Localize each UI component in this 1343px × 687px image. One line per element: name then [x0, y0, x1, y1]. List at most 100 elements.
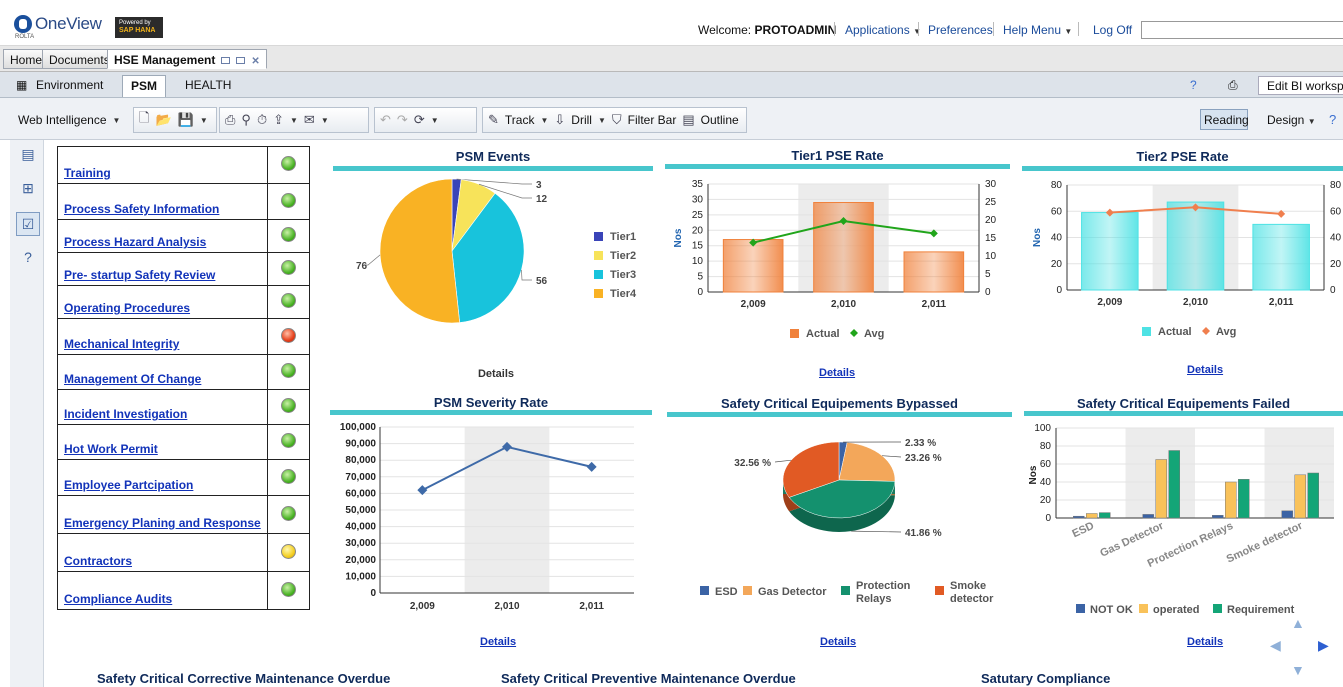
web-intelligence-menu[interactable]: Web Intelligence ▼	[12, 107, 130, 133]
element-link[interactable]: Pre- startup Safety Review	[64, 268, 216, 282]
drill-button[interactable]: Drill	[571, 113, 592, 127]
legend-label: Actual	[806, 328, 840, 340]
app-name: OneView	[35, 14, 102, 33]
legend-swatch	[594, 251, 603, 260]
tab-environment[interactable]: Environment	[28, 75, 111, 97]
details-link[interactable]: Details	[1187, 364, 1224, 376]
tab-health[interactable]: HEALTH	[177, 75, 239, 97]
nav-down-icon[interactable]: ▼	[1291, 662, 1305, 678]
bar	[1307, 472, 1319, 519]
bypassed-title: Safety Critical Equipements Bypassed	[721, 396, 958, 411]
outline-icon[interactable]: ▤	[682, 112, 695, 127]
nav-right-icon[interactable]: ▶	[1318, 637, 1329, 653]
help-icon[interactable]: ?	[1190, 78, 1197, 92]
element-row: Employee Partcipation	[57, 459, 310, 496]
chevron-down-icon[interactable]: ▼	[320, 115, 329, 125]
outline-button[interactable]: Outline	[700, 113, 739, 127]
element-link[interactable]: Hot Work Permit	[64, 442, 158, 456]
log-off-link[interactable]: Log Off	[1093, 23, 1133, 37]
pin-icon[interactable]	[221, 57, 231, 65]
help-icon[interactable]: ?	[1329, 112, 1337, 127]
tab-psm[interactable]: PSM	[122, 75, 167, 97]
element-link[interactable]: Training	[64, 166, 111, 180]
leader-line	[882, 455, 902, 458]
find-icon[interactable]: ⚲	[241, 112, 251, 127]
element-name-cell: Contractors	[57, 533, 268, 572]
tab-hse-management[interactable]: HSE Management ✕	[107, 49, 267, 69]
element-link[interactable]: Incident Investigation	[64, 407, 188, 421]
reading-label: Reading	[1204, 113, 1249, 127]
element-row: Incident Investigation	[57, 389, 310, 425]
close-icon[interactable]: ✕	[251, 56, 260, 67]
new-document-icon[interactable]: 🗋	[139, 110, 150, 125]
leader-line	[456, 178, 532, 185]
chevron-down-icon[interactable]: ▼	[199, 115, 208, 125]
element-link[interactable]: Compliance Audits	[64, 592, 173, 606]
mail-icon[interactable]: ✉	[303, 112, 315, 127]
bar	[1168, 450, 1180, 519]
track-button[interactable]: Track	[504, 113, 535, 127]
applications-menu[interactable]: Applications ▼	[845, 23, 921, 37]
element-row: Mechanical Integrity	[57, 318, 310, 355]
chevron-down-icon[interactable]: ▼	[430, 115, 439, 125]
details-link[interactable]: Details	[820, 636, 857, 648]
redo-icon[interactable]: ↷	[396, 112, 408, 127]
y-tick-label: 60	[1040, 459, 1052, 470]
y-tick-label: 0	[1056, 285, 1062, 296]
track-icon[interactable]: ✎	[488, 112, 499, 127]
details-link[interactable]: Details	[480, 636, 517, 648]
export-icon[interactable]: ⇪	[273, 112, 284, 127]
element-row: Contractors	[57, 533, 310, 572]
history-icon[interactable]: ⏱	[256, 112, 268, 127]
element-name-cell: Management Of Change	[57, 354, 268, 390]
reading-mode-button[interactable]: Reading	[1200, 109, 1249, 130]
search-input[interactable]	[1141, 21, 1343, 39]
detach-icon[interactable]	[236, 57, 246, 65]
element-name-cell: Mechanical Integrity	[57, 318, 268, 355]
filter-bar-button[interactable]: Filter Bar	[627, 113, 677, 127]
input-controls-icon[interactable]: ☑	[16, 212, 40, 236]
y-tick-label: 40	[1051, 233, 1063, 244]
open-folder-icon[interactable]: 📂	[155, 112, 172, 127]
edit-bi-workspace-button[interactable]: Edit BI workspace	[1258, 76, 1343, 95]
chevron-down-icon[interactable]: ▼	[289, 115, 298, 125]
undo-icon[interactable]: ↶	[380, 112, 391, 127]
element-link[interactable]: Operating Procedures	[64, 301, 191, 315]
left-panel: ▤ ⊞ ☑ ?	[10, 140, 44, 687]
print-icon[interactable]: ⎙	[225, 112, 236, 127]
tab-home[interactable]: Home	[3, 49, 50, 69]
element-link[interactable]: Process Hazard Analysis	[64, 235, 207, 249]
element-link[interactable]: Management Of Change	[64, 372, 202, 386]
chevron-down-icon[interactable]: ▼	[597, 115, 606, 125]
details-link[interactable]: Details	[1187, 636, 1224, 648]
element-status-cell	[267, 285, 310, 319]
chevron-down-icon[interactable]: ▼	[540, 115, 549, 125]
drill-icon[interactable]: ⇩	[554, 112, 566, 127]
printer-icon[interactable]: ⎙	[1228, 78, 1238, 92]
nav-left-icon[interactable]: ◀	[1270, 637, 1281, 653]
element-link[interactable]: Employee Partcipation	[64, 478, 194, 492]
element-link[interactable]: Process Safety Information	[64, 202, 220, 216]
refresh-icon[interactable]: ⟳	[413, 112, 425, 127]
legend-swatch	[935, 586, 944, 595]
preferences-link[interactable]: Preferences	[928, 23, 993, 37]
nav-up-icon[interactable]: ▲	[1291, 615, 1305, 631]
document-structure-icon[interactable]: ▤	[21, 145, 35, 162]
help-menu[interactable]: Help Menu ▼	[1003, 23, 1072, 37]
y-tick-label: 20	[692, 225, 704, 236]
element-link[interactable]: Contractors	[64, 554, 133, 568]
psm-events-chart: 3 12 56 76 Tier1 Tier2 Tier3 Tier4 Details	[356, 178, 637, 380]
details-link[interactable]: Details	[819, 367, 856, 379]
status-green-icon	[280, 227, 296, 242]
save-icon[interactable]: 💾	[177, 112, 194, 127]
navigation-map-icon[interactable]: ⊞	[22, 179, 34, 196]
help-icon[interactable]: ?	[24, 249, 32, 265]
element-name-cell: Hot Work Permit	[57, 424, 268, 460]
element-link[interactable]: Emergency Planing and Response	[64, 516, 261, 530]
grid-icon[interactable]: ▦	[16, 78, 28, 92]
tab-documents[interactable]: Documents	[42, 49, 117, 69]
legend-swatch	[790, 329, 799, 338]
element-link[interactable]: Mechanical Integrity	[64, 337, 180, 351]
design-mode-button[interactable]: Design ▼	[1267, 113, 1316, 127]
filter-icon[interactable]: ⛉	[611, 112, 622, 127]
